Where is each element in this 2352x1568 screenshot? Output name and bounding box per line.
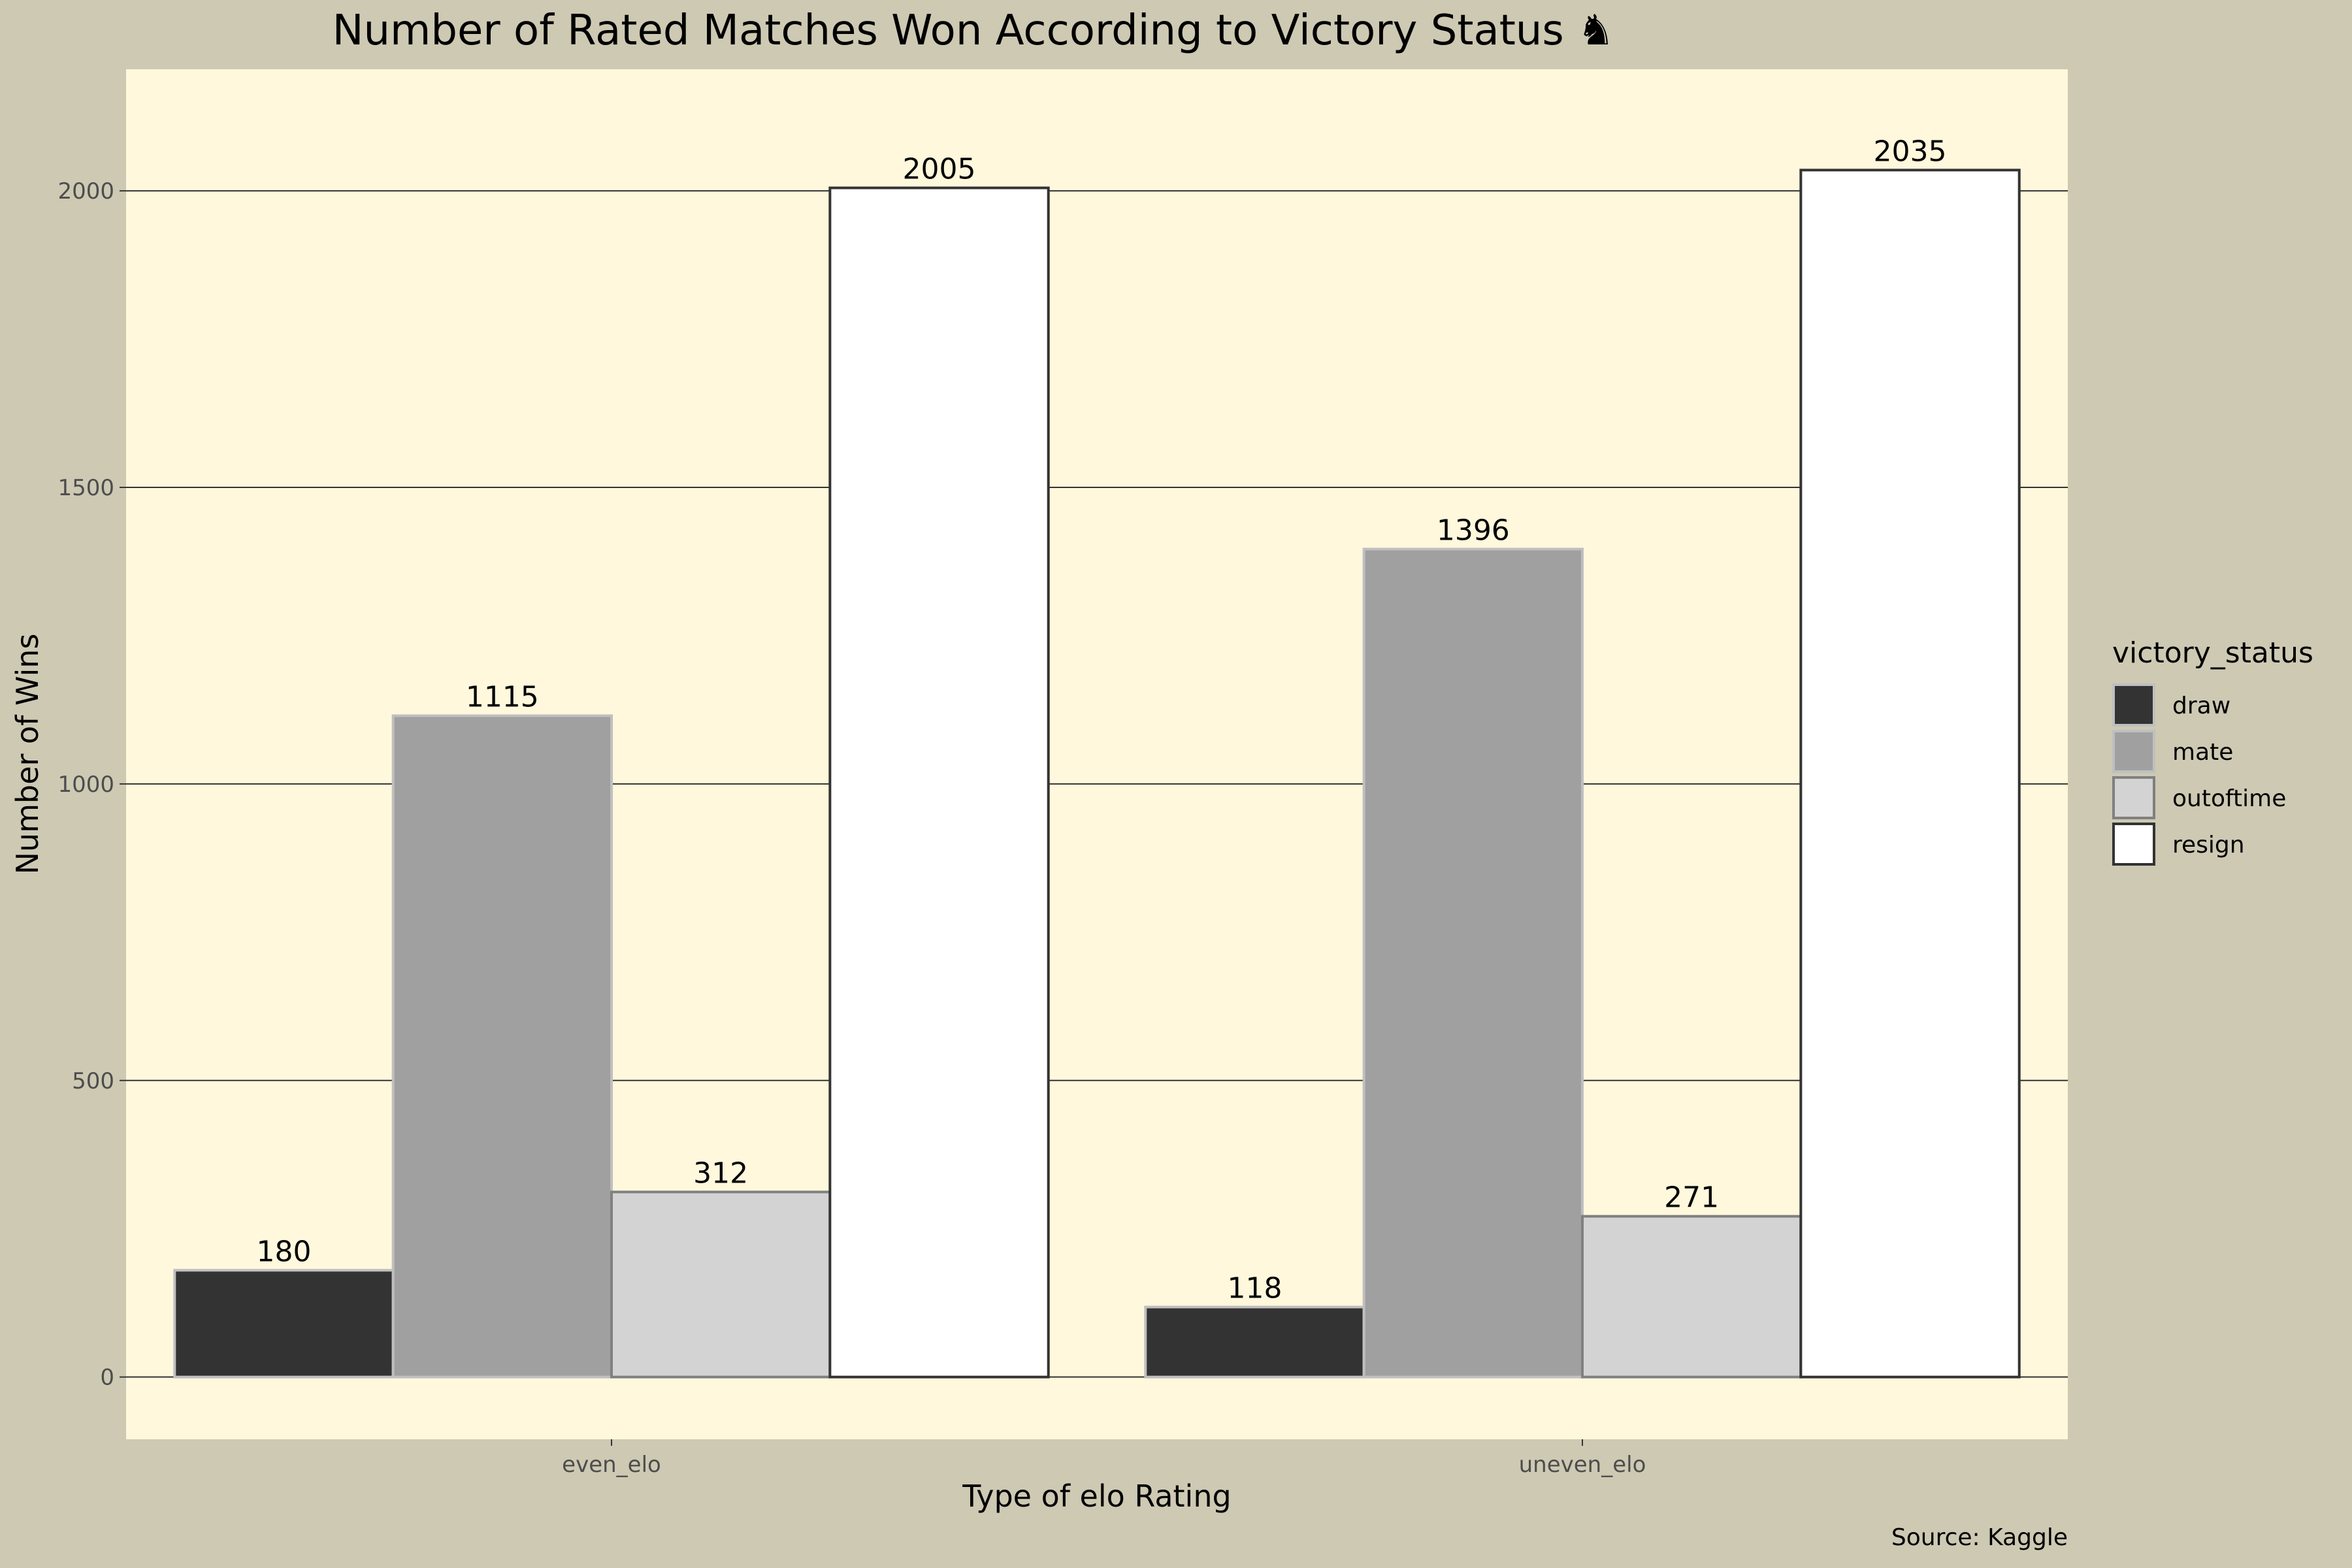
bar-value-label: 1396: [1437, 514, 1510, 547]
legend-key-draw: [2112, 683, 2155, 727]
bar-value-label: 1115: [466, 680, 539, 713]
bar-mate-even_elo: [391, 714, 613, 1379]
bar-value-label: 2005: [903, 153, 976, 186]
x-axis-ticks: even_elo uneven_elo: [562, 1439, 1646, 1478]
y-tick-label: 500: [72, 1068, 114, 1094]
bar-resign-uneven_elo: [1799, 169, 2021, 1379]
legend-label-outoftime: outoftime: [2172, 785, 2286, 812]
bar-value-label: 312: [693, 1156, 748, 1190]
legend-title: victory_status: [2112, 636, 2313, 670]
bar-value-label: 271: [1664, 1181, 1719, 1215]
legend-key-mate: [2112, 730, 2155, 773]
chart-title: Number of Rated Matches Won According to…: [333, 7, 1615, 55]
legend-label-draw: draw: [2172, 693, 2230, 719]
legend-key-outoftime: [2112, 776, 2155, 819]
source-caption: Source: Kaggle: [1891, 1524, 2068, 1551]
legend-items: draw mate outoftime resign: [2112, 683, 2286, 866]
bar-draw-uneven_elo: [1144, 1305, 1365, 1379]
x-axis-title: Type of elo Rating: [962, 1478, 1231, 1514]
bar-draw-even_elo: [173, 1269, 395, 1379]
y-tick-label: 1500: [57, 475, 114, 501]
bar-value-label: 180: [256, 1235, 311, 1268]
legend-key-resign: [2112, 823, 2155, 866]
legend-label-resign: resign: [2172, 832, 2245, 858]
x-tick-label: uneven_elo: [1519, 1452, 1646, 1478]
bar-outoftime-even_elo: [610, 1190, 832, 1379]
y-tick-label: 1000: [57, 772, 114, 798]
y-axis-title: Number of Wins: [10, 634, 45, 875]
y-tick-label: 0: [100, 1365, 114, 1391]
legend: victory_status draw mate outoftime resign: [2112, 636, 2313, 866]
y-tick-label: 2000: [57, 178, 114, 204]
y-axis-ticks: 0 500 1000 1500 2000: [57, 178, 126, 1391]
bars: [173, 169, 2021, 1379]
bar-mate-uneven_elo: [1362, 547, 1584, 1379]
bar-value-label: 118: [1227, 1272, 1282, 1305]
bar-outoftime-uneven_elo: [1581, 1215, 1803, 1379]
bar-value-label: 2035: [1874, 135, 1947, 168]
legend-label-mate: mate: [2172, 739, 2233, 766]
bar-resign-even_elo: [828, 186, 1050, 1379]
x-tick-label: even_elo: [562, 1452, 661, 1478]
bar-value-labels: 180 1115 312 2005 118 1396 271 2035: [256, 135, 1946, 1305]
